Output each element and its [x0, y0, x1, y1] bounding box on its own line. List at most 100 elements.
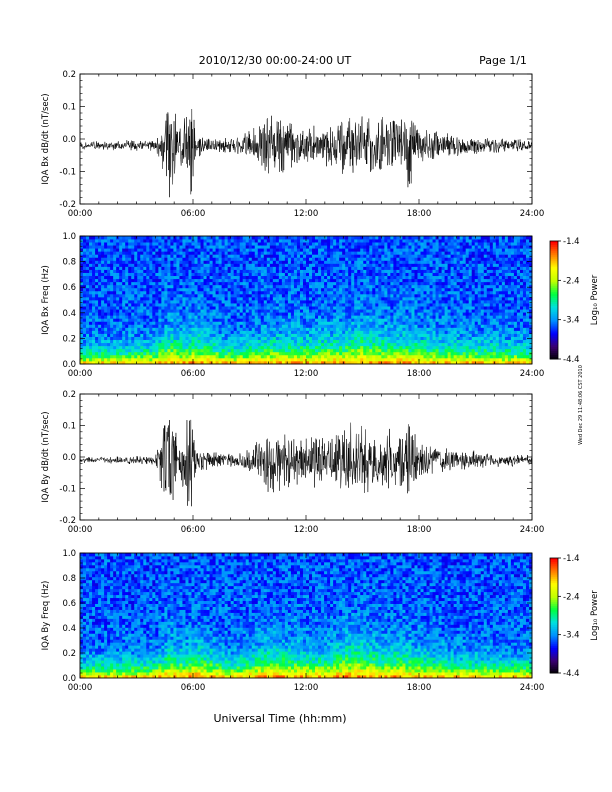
spectrogram-cell	[107, 321, 111, 325]
spectrogram-cell	[185, 257, 189, 261]
spectrogram-cell	[143, 360, 147, 365]
spectrogram-cell	[257, 239, 262, 243]
spectrogram-cell	[98, 324, 102, 328]
spectrogram-cell	[315, 327, 319, 331]
spectrogram-cell	[125, 321, 129, 325]
spectrogram-cell	[405, 303, 409, 307]
spectrogram-cell	[191, 321, 195, 325]
spectrogram-cell	[402, 348, 406, 353]
spectrogram-cell	[260, 336, 265, 341]
spectrogram-cell	[302, 318, 307, 322]
spectrogram-cell	[86, 248, 90, 252]
spectrogram-cell	[92, 260, 96, 264]
spectrogram-cell	[396, 293, 400, 298]
spectrogram-cell	[116, 309, 120, 313]
spectrogram-cell	[140, 242, 144, 246]
spectrogram-cell	[327, 275, 331, 280]
spectrogram-cell	[131, 239, 135, 243]
y-tick-label: 0.2	[62, 70, 76, 80]
spectrogram-cell	[170, 263, 174, 267]
spectrogram-cell	[89, 245, 93, 249]
spectrogram-cell	[140, 324, 144, 328]
spectrogram-cell	[230, 242, 235, 246]
spectrogram-cell	[363, 284, 367, 289]
spectrogram-cell	[236, 251, 241, 255]
spectrogram-cell	[173, 357, 177, 362]
spectrogram-cell	[254, 248, 259, 252]
spectrogram-cell	[281, 290, 286, 295]
spectrogram-cell	[161, 263, 165, 267]
spectrogram-cell	[318, 342, 322, 347]
spectrogram-cell	[333, 242, 337, 246]
spectrogram-cell	[104, 290, 108, 295]
spectrogram-cell	[339, 357, 343, 362]
spectrogram-cell	[417, 339, 421, 344]
spectrogram-cell	[194, 348, 198, 353]
spectrogram-cell	[315, 348, 319, 353]
spectrogram-cell	[149, 348, 153, 353]
spectrogram-cell	[161, 351, 165, 356]
spectrogram-cell	[155, 342, 159, 347]
spectrogram-cell	[399, 263, 403, 267]
spectrogram-cell	[80, 275, 84, 280]
spectrogram-cell	[420, 281, 424, 286]
spectrogram-cell	[149, 296, 153, 301]
spectrogram-cell	[218, 281, 223, 286]
spectrogram-cell	[254, 336, 259, 341]
spectrogram-cell	[218, 296, 223, 301]
spectrogram-cell	[248, 257, 253, 261]
spectrogram-cell	[275, 272, 280, 277]
spectrogram-cell	[161, 293, 165, 298]
spectrogram-cell	[399, 342, 403, 347]
spectrogram-cell	[83, 303, 87, 307]
spectrogram-cell	[158, 293, 162, 298]
spectrogram-cell	[278, 312, 283, 316]
spectrogram-cell	[179, 296, 183, 301]
spectrogram-cell	[266, 321, 271, 325]
spectrogram-cell	[375, 245, 379, 249]
spectrogram-cell	[381, 330, 385, 334]
spectrogram-cell	[423, 336, 427, 341]
spectrogram-cell	[339, 312, 343, 316]
spectrogram-cell	[89, 275, 93, 280]
spectrogram-cell	[197, 330, 201, 334]
spectrogram-cell	[357, 309, 361, 313]
spectrogram-cell	[269, 360, 274, 365]
spectrogram-cell	[266, 312, 271, 316]
spectrogram-cell	[197, 281, 201, 286]
spectrogram-cell	[290, 269, 295, 273]
spectrogram-cell	[363, 342, 367, 347]
spectrogram-cell	[158, 266, 162, 270]
spectrogram-cell	[218, 290, 223, 295]
spectrogram-cell	[233, 254, 238, 258]
spectrogram-cell	[318, 254, 322, 258]
spectrogram-cell	[158, 260, 162, 264]
spectrogram-cell	[170, 312, 174, 316]
spectrogram-cell	[324, 242, 328, 246]
spectrogram-cell	[206, 306, 210, 310]
spectrogram-cell	[119, 272, 123, 277]
spectrogram-cell	[269, 248, 274, 252]
spectrogram-cell	[384, 342, 388, 347]
spectrogram-cell	[393, 357, 397, 362]
spectrogram-cell	[107, 318, 111, 322]
spectrogram-cell	[95, 296, 99, 301]
spectrogram-cell	[197, 275, 201, 280]
spectrogram-cell	[381, 321, 385, 325]
spectrogram-cell	[414, 266, 418, 270]
spectrogram-cell	[197, 284, 201, 289]
spectrogram-cell	[161, 339, 165, 344]
spectrogram-cell	[170, 309, 174, 313]
spectrogram-cell	[387, 278, 391, 283]
spectrogram-cell	[251, 303, 256, 307]
spectrogram-cell	[272, 336, 277, 341]
spectrogram-cell	[218, 254, 223, 258]
spectrogram-cell	[339, 351, 343, 356]
spectrogram-cell	[321, 354, 325, 359]
spectrogram-cell	[260, 342, 265, 347]
spectrogram-cell	[360, 239, 364, 243]
spectrogram-cell	[131, 357, 135, 362]
spectrogram-cell	[336, 239, 340, 243]
spectrogram-cell	[299, 315, 304, 319]
spectrogram-cell	[278, 239, 283, 243]
